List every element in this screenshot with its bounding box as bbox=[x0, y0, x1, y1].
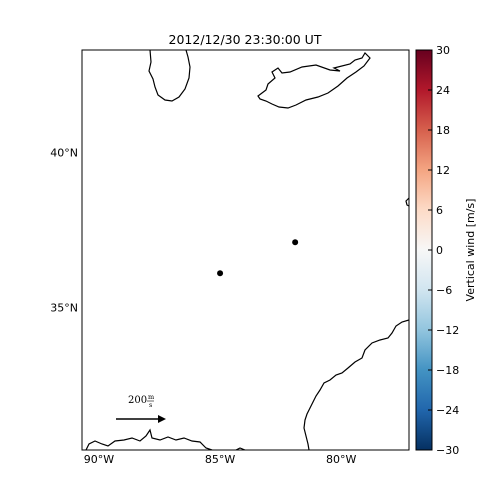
colorbar: 30 24 18 12 6 0 −6 −12 −18 −24 −30 Vertical wind [… bbox=[415, 44, 477, 457]
colorbar-tick-label: 12 bbox=[436, 164, 450, 177]
scale-arrow-value: 200 bbox=[128, 395, 147, 406]
longitude-ticks: 90°W 85°W 80°W bbox=[84, 453, 357, 466]
scale-arrow-unit-numerator: m bbox=[148, 393, 154, 401]
lon-tick-label: 85°W bbox=[205, 453, 235, 466]
gulf-coast bbox=[85, 428, 213, 450]
colorbar-tick-label: −6 bbox=[436, 284, 452, 297]
lon-tick-label: 90°W bbox=[84, 453, 114, 466]
scale-arrow: 200 m s bbox=[116, 393, 166, 423]
colorbar-label: Vertical wind [m/s] bbox=[464, 199, 477, 302]
outer-banks-coast bbox=[405, 197, 409, 207]
colorbar-tick-label: −18 bbox=[436, 364, 459, 377]
colorbar-tick-label: −12 bbox=[436, 324, 459, 337]
lat-tick-label: 35°N bbox=[50, 301, 78, 314]
latitude-ticks: 40°N 35°N bbox=[50, 146, 78, 314]
atlantic-coast bbox=[303, 319, 409, 450]
gulf-coast-east bbox=[235, 447, 246, 450]
lake-erie-coast bbox=[257, 52, 371, 109]
colorbar-tick-label: 0 bbox=[436, 244, 443, 257]
lake-michigan-coast bbox=[148, 50, 191, 102]
scale-arrow-unit-denominator: s bbox=[149, 401, 152, 409]
map-title: 2012/12/30 23:30:00 UT bbox=[169, 32, 322, 47]
station-marker bbox=[217, 270, 224, 277]
colorbar-tick-label: 6 bbox=[436, 204, 443, 217]
colorbar-tick-label: 18 bbox=[436, 124, 450, 137]
colorbar-tick-label: −30 bbox=[436, 444, 459, 457]
colorbar-tick-label: 30 bbox=[436, 44, 450, 57]
map-frame bbox=[81, 49, 410, 451]
colorbar-tick-label: −24 bbox=[436, 404, 459, 417]
lat-tick-label: 40°N bbox=[50, 146, 78, 159]
colorbar-ticks: 30 24 18 12 6 0 −6 −12 −18 −24 −30 bbox=[428, 44, 459, 457]
coastlines bbox=[85, 50, 409, 450]
stations bbox=[217, 239, 299, 277]
station-marker bbox=[292, 239, 299, 246]
colorbar-tick-label: 24 bbox=[436, 84, 450, 97]
lon-tick-label: 80°W bbox=[326, 453, 356, 466]
